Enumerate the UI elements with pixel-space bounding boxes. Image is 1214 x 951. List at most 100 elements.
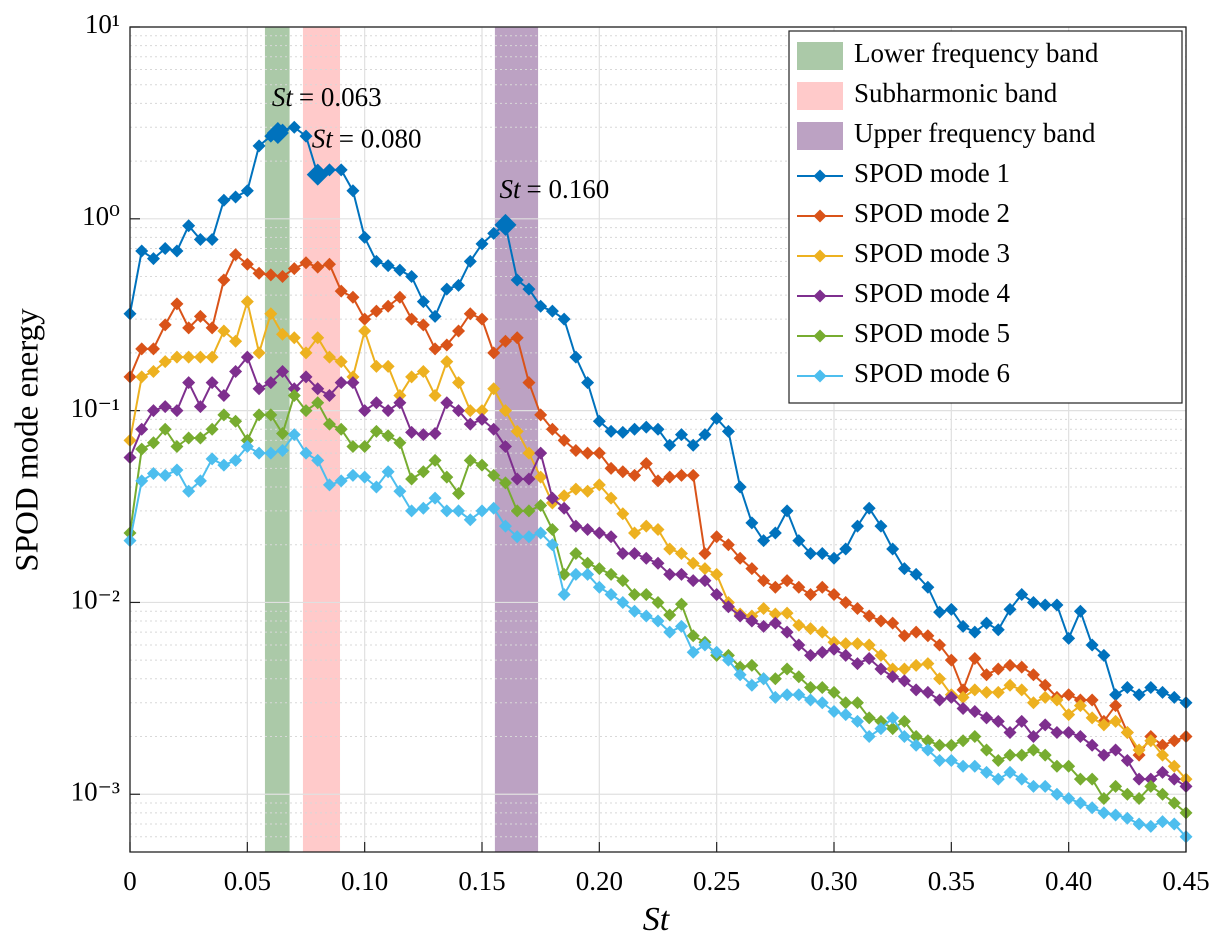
data-point (897, 730, 911, 744)
highlight-point (306, 163, 329, 186)
data-point (1062, 688, 1076, 702)
data-point (416, 364, 430, 378)
annotation: St = 0.063 (272, 82, 382, 112)
data-point (745, 562, 759, 576)
data-point (146, 364, 160, 378)
data-point (463, 453, 477, 467)
data-point (663, 438, 677, 452)
data-point (146, 404, 160, 418)
data-point (569, 350, 583, 364)
data-point (1120, 753, 1134, 767)
data-point (944, 753, 958, 767)
data-point (850, 601, 864, 615)
data-point (393, 396, 407, 410)
data-point (921, 734, 935, 748)
data-point (1156, 738, 1170, 752)
data-point (639, 519, 653, 533)
data-point (158, 468, 172, 482)
data-point (815, 580, 829, 594)
data-point (616, 465, 630, 479)
data-point (1120, 725, 1134, 739)
data-point (1038, 779, 1052, 793)
data-point (299, 404, 313, 418)
legend-marker (813, 369, 827, 383)
data-point (686, 438, 700, 452)
data-point (1050, 759, 1064, 773)
data-point (264, 408, 278, 422)
data-point (475, 458, 489, 472)
data-point (264, 446, 278, 460)
data-point (252, 346, 266, 360)
data-point (276, 327, 290, 341)
data-point (663, 567, 677, 581)
data-point (815, 696, 829, 710)
data-point (287, 331, 301, 345)
data-point (463, 307, 477, 321)
data-point (862, 501, 876, 515)
data-point (229, 364, 243, 378)
data-point (663, 625, 677, 639)
data-point (498, 519, 512, 533)
data-point (405, 504, 419, 518)
data-point (276, 426, 290, 440)
data-point (850, 637, 864, 651)
data-point (1167, 817, 1181, 831)
data-point (581, 523, 595, 537)
data-point (1015, 772, 1029, 786)
data-point (686, 645, 700, 659)
data-point (674, 468, 688, 482)
data-point (487, 501, 501, 515)
data-point (1026, 668, 1040, 682)
data-point (334, 355, 348, 369)
data-point (862, 652, 876, 666)
frequency-band (264, 27, 290, 852)
data-point (862, 711, 876, 725)
data-point (1132, 688, 1146, 702)
data-point (651, 595, 665, 609)
data-point (886, 662, 900, 676)
data-point (358, 230, 372, 244)
data-point (804, 546, 818, 560)
data-point (850, 657, 864, 671)
data-point (874, 614, 888, 628)
data-point (440, 282, 454, 296)
legend-label: Subharmonic band (854, 78, 1058, 108)
data-point (170, 244, 184, 258)
data-point (1156, 787, 1170, 801)
data-point (264, 307, 278, 321)
data-point (933, 738, 947, 752)
data-point (346, 468, 360, 482)
data-point (381, 299, 395, 313)
data-point (1132, 743, 1146, 757)
axes-box (129, 26, 1187, 853)
data-point (1085, 638, 1099, 652)
data-point (780, 662, 794, 676)
data-point (968, 730, 982, 744)
legend-marker (813, 329, 827, 343)
data-point (886, 542, 900, 556)
legend-label: SPOD mode 5 (854, 318, 1010, 348)
data-point (1073, 604, 1087, 618)
data-point (651, 614, 665, 628)
data-point (1097, 748, 1111, 762)
data-point (1109, 779, 1123, 793)
data-point (839, 696, 853, 710)
data-point (193, 431, 207, 445)
data-point (839, 637, 853, 651)
data-point (721, 538, 735, 552)
data-point (933, 605, 947, 619)
data-point (1156, 815, 1170, 829)
data-point (733, 551, 747, 565)
data-point (463, 513, 477, 527)
data-point (792, 580, 806, 594)
data-point (334, 163, 348, 177)
data-point (768, 580, 782, 594)
data-point (886, 616, 900, 630)
data-point (229, 414, 243, 428)
data-point (862, 609, 876, 623)
data-point (475, 412, 489, 426)
data-point (146, 467, 160, 481)
data-point (557, 433, 571, 447)
data-point (252, 408, 266, 422)
data-point (628, 468, 642, 482)
